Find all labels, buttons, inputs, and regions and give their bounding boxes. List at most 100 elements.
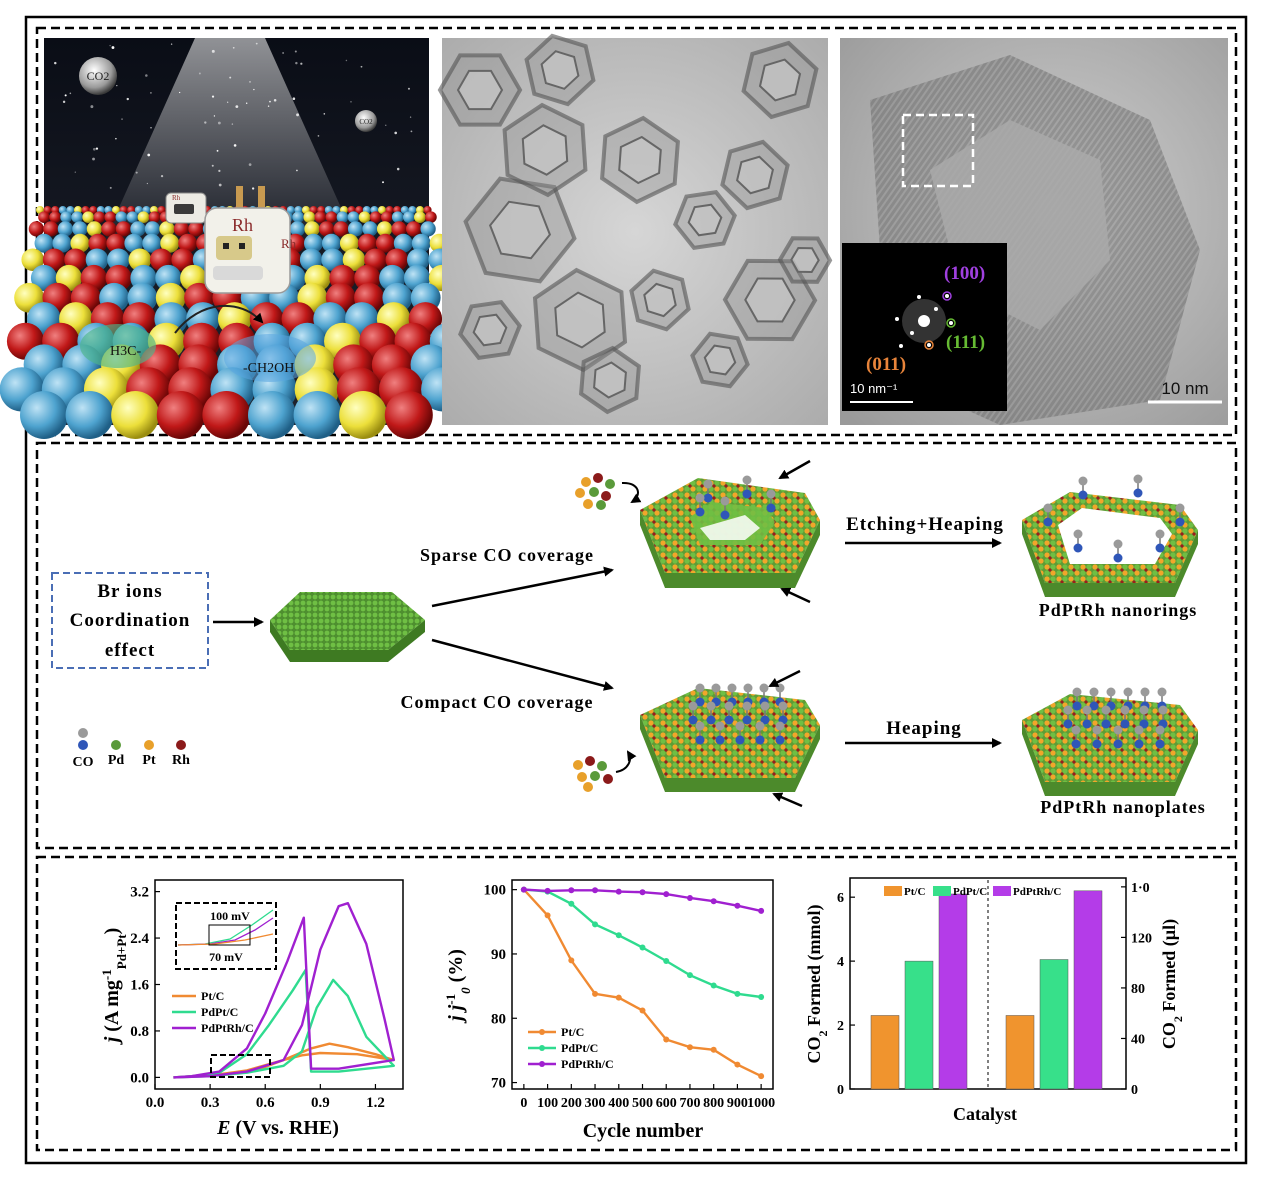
co-oxygen <box>1063 719 1073 729</box>
co-carbon <box>1106 687 1116 697</box>
cv-legend-ptc: Pt/C <box>201 989 224 1003</box>
plane-111-label: (111) <box>946 332 985 353</box>
surface-atom <box>304 221 320 237</box>
surface-atom <box>391 221 407 237</box>
stability-legend: Pt/C PdPt/C PdPtRh/C <box>528 1025 614 1071</box>
surface-atom <box>321 248 344 272</box>
st-point-ptc <box>568 957 575 964</box>
co2-left-tick-label: 2 <box>837 1019 844 1034</box>
star <box>292 97 296 100</box>
co-oxygen <box>1082 719 1092 729</box>
surface-atom <box>124 233 144 253</box>
nanoring-hole <box>472 313 508 347</box>
co-carbon <box>1101 705 1111 715</box>
surface-atom <box>402 211 415 223</box>
st-point-pdptc <box>615 932 622 939</box>
surface-atom <box>60 211 72 223</box>
surface-atom <box>369 211 382 223</box>
star <box>282 51 285 54</box>
co2-label-large: CO2 <box>87 69 110 83</box>
co-oxygen <box>735 735 745 745</box>
precursor-atom <box>590 771 600 781</box>
star <box>62 100 66 104</box>
surface-atom <box>49 211 61 223</box>
surface-atom <box>347 211 360 223</box>
co-carbon <box>755 721 765 731</box>
cv-zoom-region <box>210 1054 271 1078</box>
co-carbon <box>1092 725 1102 735</box>
surface-atom <box>112 206 120 214</box>
st-xtick-label: 1000 <box>747 1096 775 1111</box>
co-carbon <box>711 683 721 693</box>
st-point-ptc <box>686 1044 693 1051</box>
surface-atom <box>137 211 150 223</box>
star <box>150 127 152 129</box>
br-ions-line-1: Br ions <box>97 581 162 602</box>
stability-xlabel: Cycle number <box>583 1120 704 1142</box>
star <box>407 87 410 90</box>
nanoring-hole <box>456 69 504 111</box>
co-carbon <box>742 475 752 485</box>
co-carbon <box>1139 705 1149 715</box>
star <box>295 61 298 65</box>
co2-right-tick-label: 0 <box>1131 1083 1138 1098</box>
nanoring-hole <box>744 277 796 323</box>
precursor-atom <box>601 491 611 501</box>
st-xtick-label: 700 <box>679 1096 700 1111</box>
precursor-atom <box>583 499 593 509</box>
precursor-atom <box>585 756 595 766</box>
cv-curve-pdptrhc <box>173 902 395 1079</box>
atom-legend: CO Pd Pt Rh <box>73 728 190 770</box>
stability-chart: 0 100 200 300 400 500 600 700 800 900 100070809010… <box>443 879 775 1142</box>
fft-spot <box>945 294 949 298</box>
plane-011-label: (011) <box>866 354 906 375</box>
co-carbon <box>1158 705 1168 715</box>
st-xtick-label: 600 <box>656 1096 677 1111</box>
precursor-atom <box>589 487 599 497</box>
co-oxygen <box>742 489 752 499</box>
co2-legend-pdptrhc: PdPtRh/C <box>1013 886 1061 898</box>
star <box>345 59 348 62</box>
cv-legend-pdptrhc: PdPtRh/C <box>201 1021 254 1035</box>
surface-atom <box>115 221 132 237</box>
co-carbon <box>1134 725 1144 735</box>
surface-atom <box>173 221 190 237</box>
surface-atom <box>101 221 117 237</box>
star <box>92 147 96 151</box>
star <box>300 62 303 65</box>
co-carbon <box>1120 705 1130 715</box>
cv-xtick-label: 0.9 <box>311 1095 330 1111</box>
st-ytick-label: 80 <box>491 1011 506 1027</box>
st-point-pdptrhc <box>544 887 551 894</box>
co2-sphere-large <box>79 57 117 95</box>
co-carbon <box>1071 725 1081 735</box>
hydroxymethyl-label: -CH2OH <box>243 361 294 376</box>
methyl-label: H3C- <box>110 344 141 359</box>
st-point-ptc <box>544 912 551 919</box>
co-carbon <box>1133 474 1143 484</box>
metal-precursors-bottom <box>573 756 613 792</box>
legend-rh: Rh <box>172 753 190 768</box>
st-xtick-label: 300 <box>585 1096 606 1111</box>
precursor-atom <box>605 479 615 489</box>
fft-spot <box>910 331 914 335</box>
co-carbon <box>1078 476 1088 486</box>
co-oxygen <box>1071 739 1081 749</box>
nanoring-hole <box>687 203 723 237</box>
surface-atom <box>88 233 108 253</box>
co-carbon <box>720 496 730 506</box>
co2-left-tick-label: 6 <box>837 891 844 906</box>
co-oxygen <box>1113 739 1123 749</box>
surface-atom <box>82 211 95 223</box>
co-carbon <box>1089 687 1099 697</box>
co-oxygen <box>1092 739 1102 749</box>
surface-atom <box>52 233 72 253</box>
co-oxygen <box>1155 543 1165 553</box>
fft-spot <box>949 321 953 325</box>
co-carbon <box>1113 725 1123 735</box>
surface-atom <box>358 211 371 223</box>
fft-spot <box>934 307 938 311</box>
surface-atom <box>159 221 175 237</box>
co2-right-label: CO2 Formed (µl) <box>1159 919 1185 1049</box>
surface-atom <box>70 233 90 253</box>
